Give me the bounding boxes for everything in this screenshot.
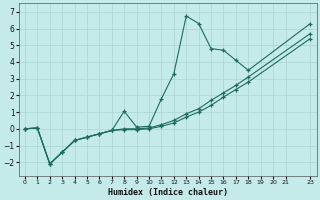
X-axis label: Humidex (Indice chaleur): Humidex (Indice chaleur) xyxy=(108,188,228,197)
